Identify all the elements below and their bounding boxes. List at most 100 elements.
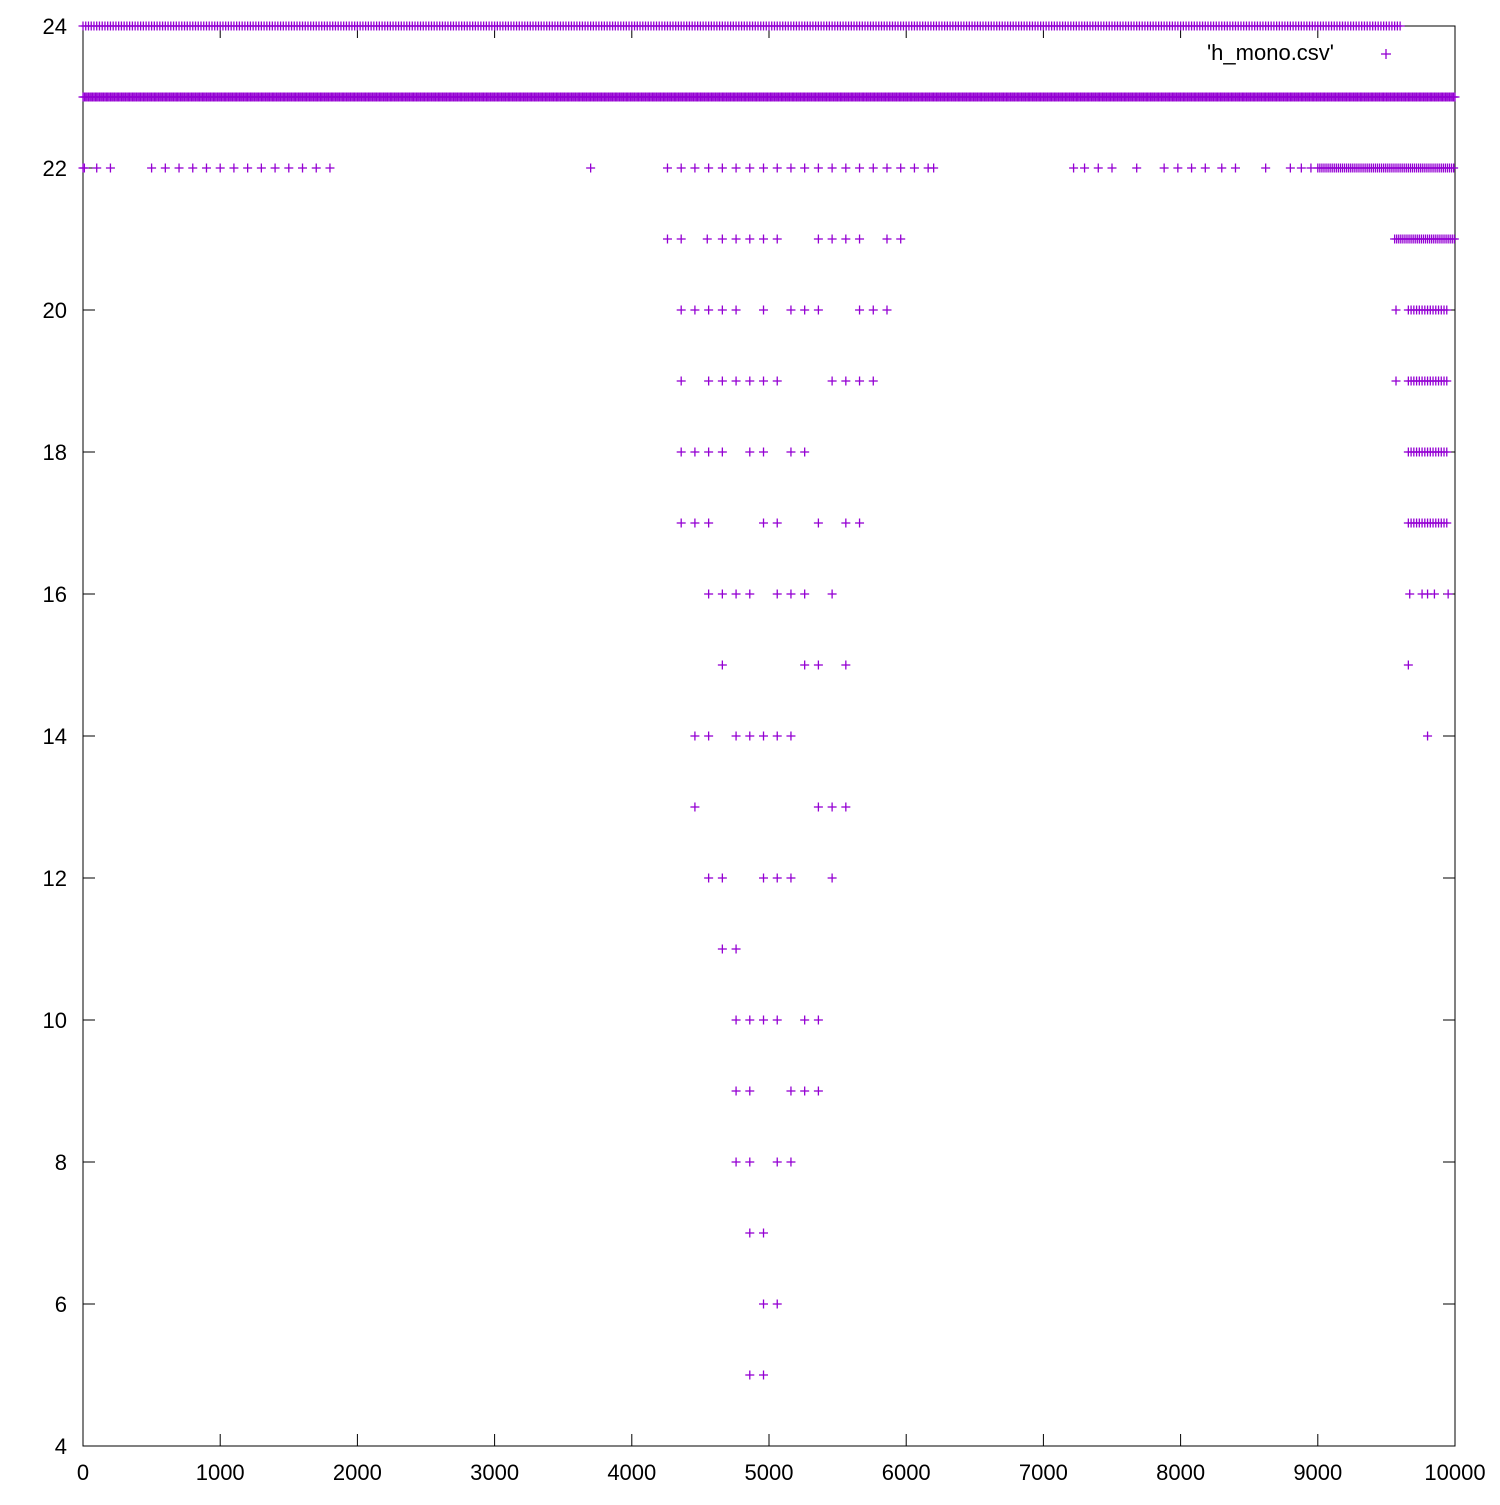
data-point (717, 589, 727, 599)
data-point (690, 518, 700, 528)
data-point (662, 234, 672, 244)
data-point (79, 163, 89, 173)
data-point (745, 731, 755, 741)
data-point (717, 305, 727, 315)
data-point (813, 1086, 823, 1096)
y-tick-label: 8 (55, 1150, 67, 1175)
y-tick-label: 22 (43, 156, 67, 181)
data-point (759, 1299, 769, 1309)
data-point (772, 1299, 782, 1309)
data-point (690, 802, 700, 812)
x-tick-label: 9000 (1293, 1460, 1342, 1485)
data-point (1230, 163, 1240, 173)
data-point (1285, 163, 1295, 173)
data-point (1403, 660, 1413, 670)
data-point (1429, 589, 1439, 599)
data-point (731, 376, 741, 386)
data-point (759, 447, 769, 457)
data-point (745, 234, 755, 244)
data-point (662, 163, 672, 173)
y-tick-label: 4 (55, 1434, 67, 1459)
data-point (717, 944, 727, 954)
data-point (1296, 163, 1306, 173)
data-point (1442, 305, 1452, 315)
data-point (882, 234, 892, 244)
data-point (759, 376, 769, 386)
data-point (813, 234, 823, 244)
data-point (855, 234, 865, 244)
data-point (311, 163, 321, 173)
data-point (731, 234, 741, 244)
data-point (772, 163, 782, 173)
data-point (717, 376, 727, 386)
data-point (759, 1228, 769, 1238)
data-point (1107, 163, 1117, 173)
data-point (704, 731, 714, 741)
data-point (1159, 163, 1169, 173)
data-point (772, 731, 782, 741)
data-point (174, 163, 184, 173)
data-point (1395, 21, 1405, 31)
data-point (827, 873, 837, 883)
data-point (759, 234, 769, 244)
data-point (676, 376, 686, 386)
data-point (731, 305, 741, 315)
data-point (841, 234, 851, 244)
data-point (827, 234, 837, 244)
data-point (759, 305, 769, 315)
data-point (786, 731, 796, 741)
data-point (813, 163, 823, 173)
data-point (786, 589, 796, 599)
data-point (717, 447, 727, 457)
data-point (759, 163, 769, 173)
data-point (786, 1157, 796, 1167)
data-point (759, 731, 769, 741)
data-point (298, 163, 308, 173)
x-tick-label: 5000 (745, 1460, 794, 1485)
data-point (786, 305, 796, 315)
data-point (841, 163, 851, 173)
data-point (1442, 447, 1452, 457)
data-point (882, 163, 892, 173)
data-point (256, 163, 266, 173)
x-tick-label: 3000 (470, 1460, 519, 1485)
data-point (813, 660, 823, 670)
data-point (270, 163, 280, 173)
data-point (229, 163, 239, 173)
data-point (704, 518, 714, 528)
data-point (731, 944, 741, 954)
data-point (745, 1015, 755, 1025)
x-tick-label: 8000 (1156, 1460, 1205, 1485)
data-point (841, 802, 851, 812)
data-point (745, 376, 755, 386)
data-point (731, 1086, 741, 1096)
y-tick-label: 10 (43, 1008, 67, 1033)
data-point (772, 873, 782, 883)
data-point (841, 660, 851, 670)
data-point (1449, 163, 1459, 173)
data-point (1442, 376, 1452, 386)
data-point (1423, 731, 1433, 741)
data-point (731, 589, 741, 599)
data-point (813, 518, 823, 528)
x-tick-label: 6000 (882, 1460, 931, 1485)
data-point (147, 163, 157, 173)
data-point (704, 873, 714, 883)
data-point (772, 1157, 782, 1167)
data-point (813, 1015, 823, 1025)
data-point (105, 163, 115, 173)
data-point (1442, 518, 1452, 528)
data-point (1217, 163, 1227, 173)
data-point (188, 163, 198, 173)
data-point (1173, 163, 1183, 173)
data-point (855, 163, 865, 173)
data-point (1069, 163, 1079, 173)
data-point (772, 376, 782, 386)
data-point (243, 163, 253, 173)
data-point (759, 1015, 769, 1025)
data-point (717, 163, 727, 173)
data-point (690, 305, 700, 315)
data-point (717, 660, 727, 670)
